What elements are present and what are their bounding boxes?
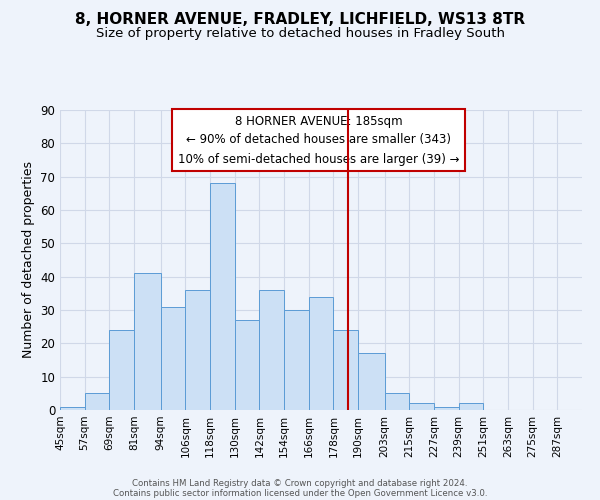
Bar — [185, 290, 210, 410]
Bar — [161, 306, 185, 410]
Bar — [308, 296, 334, 410]
Bar — [284, 310, 308, 410]
Bar — [334, 330, 358, 410]
Bar — [85, 394, 109, 410]
Bar — [134, 274, 161, 410]
Text: Size of property relative to detached houses in Fradley South: Size of property relative to detached ho… — [95, 28, 505, 40]
Y-axis label: Number of detached properties: Number of detached properties — [22, 162, 35, 358]
Bar — [409, 404, 434, 410]
Bar — [235, 320, 259, 410]
Text: Contains public sector information licensed under the Open Government Licence v3: Contains public sector information licen… — [113, 488, 487, 498]
Text: Contains HM Land Registry data © Crown copyright and database right 2024.: Contains HM Land Registry data © Crown c… — [132, 478, 468, 488]
Bar — [259, 290, 284, 410]
Bar — [60, 406, 85, 410]
Bar — [434, 406, 458, 410]
Text: 8, HORNER AVENUE, FRADLEY, LICHFIELD, WS13 8TR: 8, HORNER AVENUE, FRADLEY, LICHFIELD, WS… — [75, 12, 525, 28]
Text: 8 HORNER AVENUE: 185sqm
← 90% of detached houses are smaller (343)
10% of semi-d: 8 HORNER AVENUE: 185sqm ← 90% of detache… — [178, 114, 459, 166]
Bar — [210, 184, 235, 410]
Bar — [109, 330, 134, 410]
Bar — [358, 354, 385, 410]
Bar — [385, 394, 409, 410]
Bar — [458, 404, 484, 410]
